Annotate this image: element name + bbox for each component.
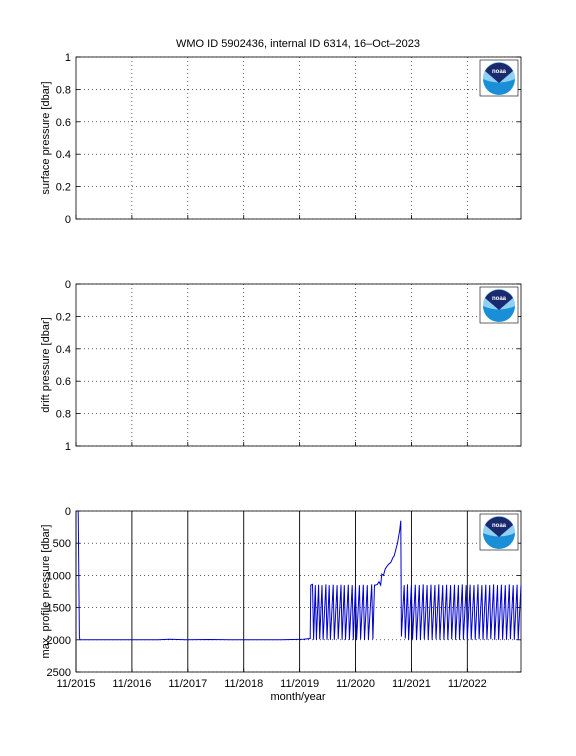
logo-text: noaa <box>492 523 507 529</box>
y-tick-label: 1 <box>65 52 71 64</box>
logo-wave <box>483 306 515 322</box>
y-tick-label: 0.4 <box>56 149 71 161</box>
noaa-logo-icon: noaa <box>479 286 519 324</box>
logo-bird <box>485 516 513 537</box>
x-tick-label: 11/2019 <box>280 678 319 690</box>
y-tick-label: 0.6 <box>56 117 71 129</box>
y-tick-label: 0 <box>65 279 71 291</box>
series-line <box>77 510 522 641</box>
y-tick-label: 0 <box>65 214 71 226</box>
logo-wave <box>483 79 515 95</box>
noaa-logo-icon: noaa <box>479 513 519 551</box>
panel-drift-pressure: 0 0.2 0.4 0.6 0.8 1 drift pressure [dbar] noaa <box>40 279 522 453</box>
y-tick-label: 0.2 <box>56 311 71 323</box>
x-tick-label: 11/2020 <box>336 678 375 690</box>
plot-frame <box>75 56 522 220</box>
y-tick-label: 2500 <box>47 667 71 679</box>
y-tick-label: 500 <box>53 538 71 550</box>
y-tick-label: 0.2 <box>56 182 71 194</box>
y-axis-label: surface pressure [dbar] <box>40 81 52 194</box>
logo-bird <box>485 62 513 83</box>
plot-frame <box>75 283 522 447</box>
x-tick-label: 11/2021 <box>392 678 431 690</box>
y-tick-label: 2000 <box>47 635 71 647</box>
logo-text: noaa <box>492 69 507 75</box>
x-tick-label: 11/2016 <box>112 678 151 690</box>
x-tick-label: 11/2017 <box>168 678 207 690</box>
noaa-logo-icon: noaa <box>479 59 519 97</box>
x-axis-label: month/year <box>270 691 325 703</box>
y-tick-label: 0.8 <box>56 409 71 421</box>
logo-bird <box>485 289 513 310</box>
logo-wave <box>483 533 515 549</box>
y-tick-label: 0.6 <box>56 376 71 388</box>
y-tick-label: 1500 <box>47 603 71 615</box>
chart-title: WMO ID 5902436, internal ID 6314, 16–Oct… <box>176 38 420 50</box>
y-axis-label: drift pressure [dbar] <box>40 317 52 412</box>
y-tick-label: 1000 <box>47 570 71 582</box>
x-tick-label: 11/2022 <box>448 678 487 690</box>
y-tick-label: 1 <box>65 441 71 453</box>
logo-text: noaa <box>492 296 507 302</box>
y-axis-label: max. profile pressure [dbar] <box>40 525 52 659</box>
panel-surface-pressure: 0 0.2 0.4 0.6 0.8 1 surface pressure [dbar] noa… <box>40 52 522 226</box>
y-tick-label: 0.8 <box>56 84 71 96</box>
x-tick-label: 11/2018 <box>224 678 263 690</box>
x-tick-label: 11/2015 <box>57 678 96 690</box>
y-tick-label: 0 <box>65 506 71 518</box>
y-tick-label: 0.4 <box>56 344 71 356</box>
